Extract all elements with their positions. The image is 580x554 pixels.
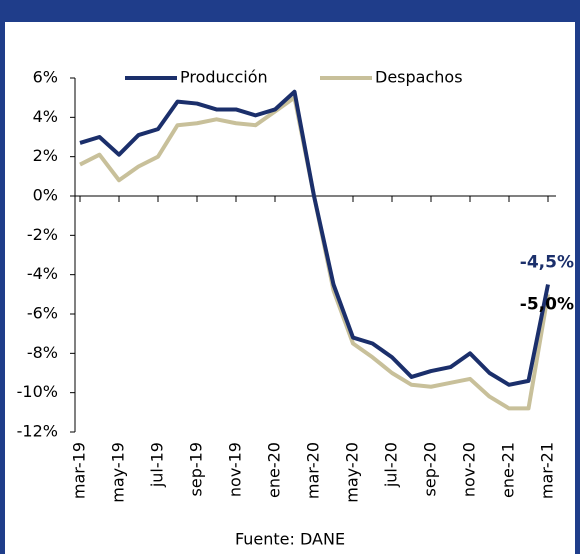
y-tick-label: 6%	[33, 68, 58, 87]
y-tick-label: -12%	[17, 422, 58, 441]
source: Fuente: DANE	[235, 530, 345, 549]
x-tick-label: ene-20	[265, 442, 284, 498]
x-tick-label: sep-20	[421, 442, 440, 496]
series-line	[79, 89, 550, 387]
x-tick-label: ene-21	[499, 442, 518, 498]
frame-right	[575, 0, 580, 554]
value-label: -5,0%	[520, 294, 574, 314]
y-tick-label: -4%	[27, 264, 58, 283]
legend-label: Producción	[180, 68, 268, 87]
y-tick-label: 4%	[33, 107, 58, 126]
y-tick-label: -10%	[17, 382, 58, 401]
x-tick-label: mar-21	[538, 442, 557, 499]
x-tick-label: mar-20	[304, 442, 323, 499]
x-tick-label: jul-19	[148, 442, 167, 488]
x-tick-label: jul-20	[382, 442, 401, 488]
legend-label: Despachos	[375, 68, 463, 87]
x-tick-label: mar-19	[70, 442, 89, 499]
y-tick-label: -2%	[27, 225, 58, 244]
y-tick-label: -6%	[27, 304, 58, 323]
y-tick-label: 2%	[33, 146, 58, 165]
y-tick-label: 0%	[33, 186, 58, 205]
x-tick-label: nov-19	[226, 442, 245, 497]
x-tick-label: may-20	[343, 442, 362, 503]
x-tick-label: sep-19	[187, 442, 206, 496]
value-label: -4,5%	[520, 253, 574, 273]
frame-top	[0, 0, 580, 22]
y-tick-label: -8%	[27, 343, 58, 362]
x-tick-label: may-19	[109, 442, 128, 503]
x-tick-label: nov-20	[460, 442, 479, 497]
frame-left	[0, 0, 5, 554]
